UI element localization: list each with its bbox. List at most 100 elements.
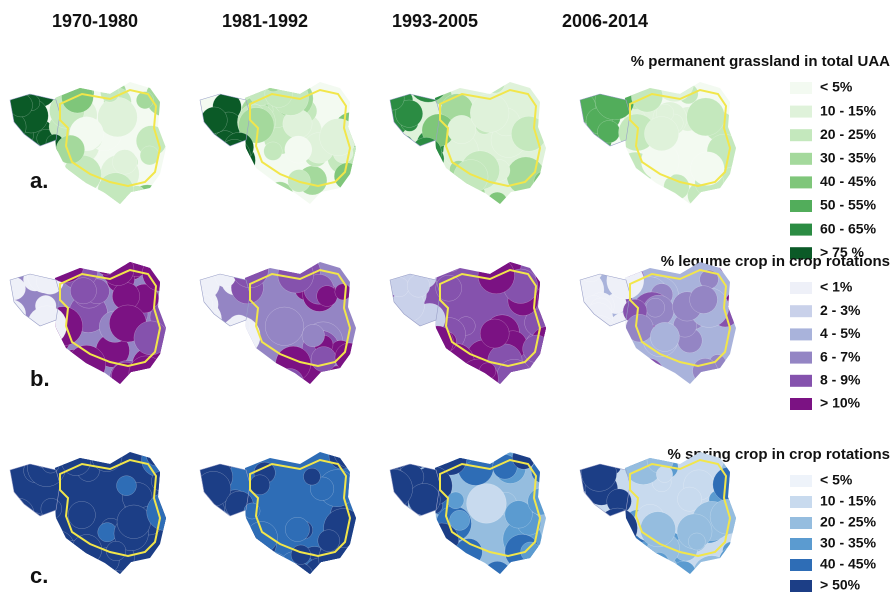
map-region [228, 369, 249, 384]
map-region [10, 523, 49, 562]
basin-outline [439, 458, 542, 558]
map-region [290, 544, 311, 565]
map-region [10, 131, 32, 168]
map-region [690, 151, 725, 186]
map-region [390, 148, 413, 174]
map-region [435, 275, 462, 302]
map-region [723, 363, 736, 384]
map-region [580, 315, 619, 355]
map-region [317, 529, 340, 552]
map-region [67, 501, 96, 529]
map-fill [200, 82, 356, 204]
map-region [692, 555, 732, 574]
map [389, 452, 546, 574]
map-region [484, 82, 506, 94]
map-region [396, 553, 434, 574]
map [389, 82, 546, 204]
legend-swatch [790, 105, 812, 118]
legend-swatch [790, 351, 812, 364]
map-region [200, 106, 228, 134]
map-region [650, 322, 680, 352]
map-region [686, 97, 725, 137]
map-region [41, 329, 61, 350]
map-region [449, 510, 470, 531]
map [9, 452, 166, 574]
map-region [677, 486, 702, 512]
legend-entry: < 5% [820, 472, 853, 488]
map-region [533, 170, 546, 193]
map-region [42, 530, 75, 563]
map-fill [10, 452, 166, 574]
map-region [211, 350, 243, 381]
map-region [412, 163, 432, 183]
map-region [689, 285, 718, 314]
map-region [421, 175, 456, 204]
map-region [447, 491, 465, 509]
map-region [275, 368, 304, 384]
map-region [480, 318, 510, 349]
basin-outline [629, 458, 732, 558]
map-region [594, 82, 635, 121]
map-region [408, 82, 449, 103]
basin-outline [249, 268, 352, 368]
map-region [581, 455, 617, 492]
map [579, 262, 736, 384]
map-region [479, 362, 497, 380]
map-region [200, 310, 221, 331]
map-region [390, 529, 409, 555]
map-region [10, 567, 22, 574]
map-region [396, 135, 414, 153]
panel-label: a. [30, 168, 48, 193]
legend-swatch [790, 247, 812, 260]
map [9, 82, 166, 204]
map-region [284, 135, 312, 164]
map-region [599, 534, 630, 564]
map-region [200, 364, 213, 382]
map-region [11, 520, 37, 545]
legend-swatch [790, 496, 812, 508]
map-region [263, 141, 283, 161]
map [199, 262, 356, 384]
map-region [146, 452, 166, 467]
column-header: 1993-2005 [392, 11, 478, 31]
map-region [301, 324, 325, 348]
map-region [227, 314, 251, 338]
map-region [222, 547, 240, 565]
map-region [264, 82, 283, 92]
map-region [116, 504, 151, 539]
map-region [522, 364, 546, 384]
legend-entry: < 5% [820, 79, 853, 95]
legend-entry: < 1% [820, 279, 853, 295]
legend-entry: 60 - 65% [820, 220, 877, 236]
map-region [221, 548, 254, 574]
legend-entry: 50 - 55% [820, 197, 877, 213]
map-region [427, 190, 448, 204]
map-region [97, 97, 138, 138]
map-fill [10, 82, 166, 204]
legend-entry: 30 - 35% [820, 150, 877, 166]
basin-outline [249, 458, 352, 558]
map-region [506, 156, 545, 195]
map-region [585, 167, 618, 201]
map-region [395, 99, 423, 128]
legend-title: % permanent grassland in total UAA [631, 53, 890, 70]
map-region [146, 492, 166, 531]
legend-swatch [790, 82, 812, 94]
legend-entry: > 50% [820, 577, 861, 593]
map-region [228, 366, 247, 384]
map-region [334, 162, 356, 190]
map-region [390, 86, 405, 111]
map-region [157, 275, 166, 293]
map-region [512, 452, 536, 470]
map [579, 82, 736, 204]
map-region [718, 546, 736, 574]
legend-entry: 8 - 9% [820, 372, 861, 388]
map-region [316, 285, 338, 307]
map-region [483, 561, 512, 574]
map-region [671, 560, 696, 574]
map-region [201, 154, 239, 192]
map-region [310, 346, 337, 372]
legend-title: % legume crop in crop rotations [661, 253, 890, 270]
map-region [688, 532, 706, 551]
